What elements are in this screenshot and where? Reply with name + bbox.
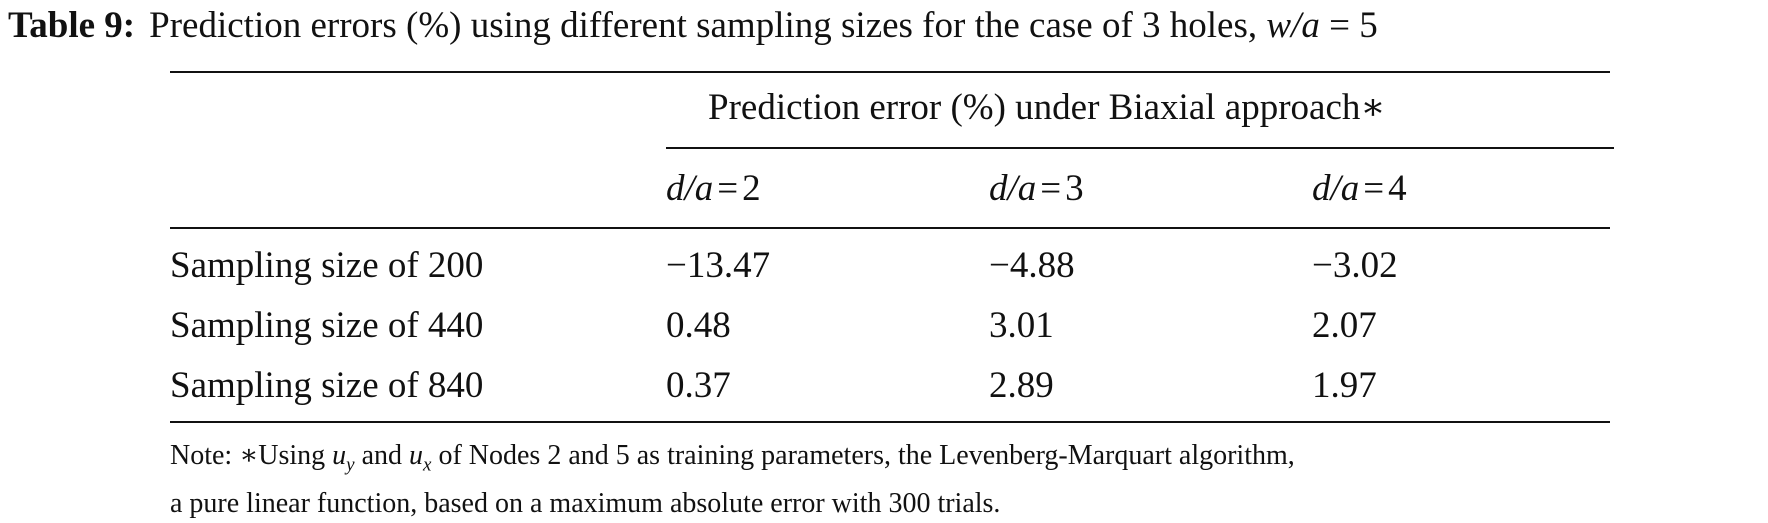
note-var-ux-sub: x <box>423 454 432 476</box>
column-header-1-op: = <box>717 168 739 209</box>
caption-param: w/a <box>1266 5 1320 46</box>
column-header-1: d/a = 2 <box>666 167 761 211</box>
row-1-cell-1: −13.47 <box>666 245 771 286</box>
note-var-uy: uy <box>332 440 354 476</box>
row-1-cell-3: −3.02 <box>1312 245 1398 286</box>
row-3-cell-1: 0.37 <box>666 365 731 406</box>
row-1-label: Sampling size of 200 <box>170 245 484 286</box>
group-header: Prediction error (%) under Biaxial appro… <box>708 87 1386 128</box>
column-header-3-value: 4 <box>1388 168 1407 209</box>
column-header-2-value: 3 <box>1065 168 1084 209</box>
table-label: Table 9: <box>8 5 136 46</box>
note-var-uy-sub: y <box>346 454 355 476</box>
table-bottom-rule <box>170 421 1610 423</box>
note-var-ux: ux <box>409 440 431 476</box>
column-header-3-var: d/a <box>1312 168 1360 209</box>
header-bottom-rule <box>170 227 1610 229</box>
row-2-label: Sampling size of 440 <box>170 305 484 346</box>
note-line-1: Note: ∗Using uy and ux of Nodes 2 and 5 … <box>170 437 1610 485</box>
note-and: and <box>361 440 403 471</box>
column-header-1-var: d/a <box>666 168 714 209</box>
note-var-ux-base: u <box>409 440 424 471</box>
table-top-rule <box>170 71 1610 73</box>
row-3-cell-2: 2.89 <box>989 365 1054 406</box>
column-header-3: d/a = 4 <box>1312 167 1407 211</box>
caption-text: Prediction errors (%) using different sa… <box>149 5 1258 46</box>
row-1-cell-2: −4.88 <box>989 245 1075 286</box>
table-caption: Table 9: Prediction errors (%) using diff… <box>8 2 1768 50</box>
group-header-rule <box>666 147 1614 149</box>
note-line-1-rest: of Nodes 2 and 5 as training parameters,… <box>438 440 1295 471</box>
row-3-label: Sampling size of 840 <box>170 365 484 406</box>
row-3-cell-3: 1.97 <box>1312 365 1377 406</box>
note-line-2: a pure linear function, based on a maxim… <box>170 487 1001 519</box>
row-2-cell-1: 0.48 <box>666 305 731 346</box>
note-var-uy-base: u <box>332 440 347 471</box>
column-header-2-var: d/a <box>989 168 1037 209</box>
table-note: Note: ∗Using uy and ux of Nodes 2 and 5 … <box>170 437 1610 523</box>
column-header-2: d/a = 3 <box>989 167 1084 211</box>
row-2-cell-2: 3.01 <box>989 305 1054 346</box>
column-header-3-op: = <box>1363 168 1385 209</box>
caption-param-value: = 5 <box>1329 5 1378 46</box>
column-header-1-value: 2 <box>742 168 761 209</box>
note-prefix: Note: ∗Using <box>170 440 326 471</box>
column-header-2-op: = <box>1040 168 1062 209</box>
row-2-cell-3: 2.07 <box>1312 305 1377 346</box>
